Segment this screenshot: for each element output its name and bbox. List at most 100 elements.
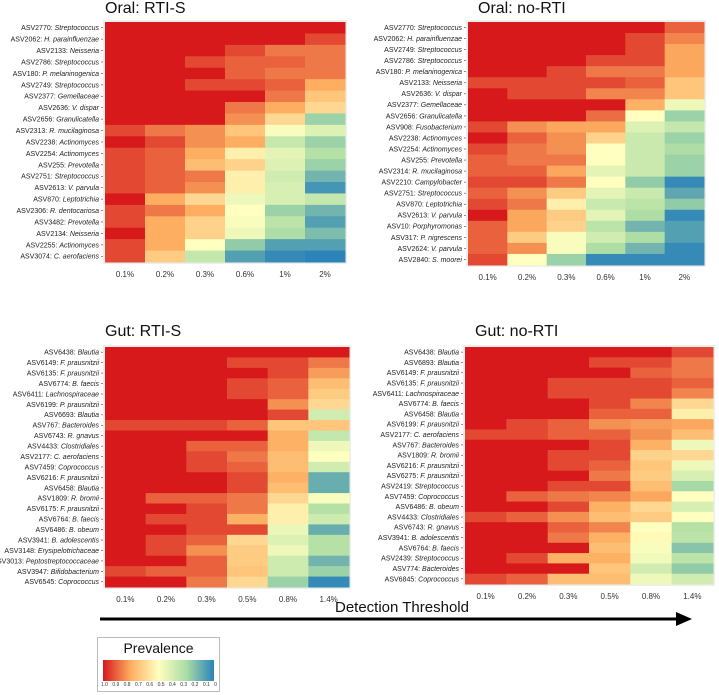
row-label-separator: : bbox=[55, 242, 59, 249]
heatmap-cell bbox=[227, 357, 269, 369]
row-label-taxon: Lachnospiraceae bbox=[46, 391, 99, 398]
row-label-separator: : bbox=[416, 463, 420, 470]
row-label-separator: : bbox=[417, 514, 421, 521]
row-label: ASV2062: H. parainfluenzae bbox=[11, 37, 99, 44]
heatmap-cell bbox=[185, 239, 226, 252]
row-label: ASV2238: Actinomyces bbox=[26, 139, 100, 146]
heatmap-cell bbox=[671, 408, 714, 420]
row-label: ASV2786: Streptococcus bbox=[21, 59, 99, 66]
heatmap-cell bbox=[308, 461, 350, 473]
row-label-separator: : bbox=[54, 464, 58, 471]
row-label: ASV3074: C. aerofaciens bbox=[20, 254, 99, 261]
row-label: ASV774: Bacteroides bbox=[392, 566, 459, 573]
row-label-id: ASV6545 bbox=[25, 579, 55, 586]
row-label-id: ASV2751 bbox=[384, 191, 414, 198]
row-label: ASV6893: Blautia bbox=[404, 360, 459, 367]
row-label-separator: : bbox=[51, 174, 55, 181]
heatmap-cell bbox=[506, 491, 549, 503]
heatmap-cell bbox=[589, 542, 631, 554]
row-label-id: ASV6275 bbox=[387, 473, 417, 480]
heatmap-cell bbox=[305, 56, 346, 69]
heatmap-cell bbox=[105, 347, 147, 358]
heatmap-cell bbox=[145, 159, 186, 172]
row-label: ASV6199: P. prausnitzii bbox=[26, 402, 99, 409]
row-label-id: ASV3941 bbox=[18, 537, 48, 544]
heatmap-cell bbox=[145, 67, 186, 80]
row-label-id: ASV2656 bbox=[23, 117, 53, 124]
heatmap-cell bbox=[546, 121, 587, 133]
row-label-taxon: B. faecis bbox=[72, 381, 99, 388]
heatmap-cell bbox=[671, 501, 714, 513]
row-label-id: ASV2254 bbox=[26, 151, 56, 158]
row-label-separator: : bbox=[427, 453, 431, 460]
heatmap-cell bbox=[589, 563, 631, 575]
heatmap-cell bbox=[225, 227, 266, 240]
heatmap-cell bbox=[465, 429, 507, 441]
heatmap-cell bbox=[630, 439, 673, 451]
row-label-id: ASV2238 bbox=[26, 139, 56, 146]
row-label-id: ASV2636 bbox=[38, 105, 68, 112]
heatmap-cell bbox=[265, 182, 306, 194]
heatmap-cell bbox=[265, 136, 306, 149]
heatmap-cell bbox=[664, 209, 705, 222]
row-label-taxon: Streptococcus bbox=[55, 174, 100, 181]
row-label-taxon: Neisseria bbox=[70, 48, 99, 55]
heatmap-cell bbox=[507, 22, 548, 34]
heatmap-cell bbox=[671, 542, 714, 554]
heatmap-cell bbox=[305, 182, 346, 194]
legend-colorbar bbox=[103, 660, 214, 681]
heatmap-cell bbox=[586, 187, 626, 200]
legend-tick: 0.1 bbox=[202, 682, 210, 688]
heatmap-cell bbox=[145, 102, 186, 114]
row-label: ASV255: Prevotella bbox=[401, 157, 462, 164]
row-label-separator: : bbox=[42, 391, 46, 398]
heatmap-cell bbox=[186, 534, 228, 546]
heatmap-cell bbox=[225, 102, 266, 114]
heatmap-cell bbox=[305, 170, 346, 183]
heatmap-cell bbox=[145, 440, 187, 452]
heatmap-cell bbox=[465, 419, 507, 430]
heatmap-cell bbox=[105, 67, 146, 80]
heatmap-cell bbox=[186, 461, 228, 473]
heatmap-cell bbox=[664, 77, 705, 89]
heatmap-cell bbox=[265, 44, 306, 57]
heatmap-cell bbox=[468, 99, 508, 111]
row-label-id: ASV6216 bbox=[27, 475, 57, 482]
heatmap-cell bbox=[145, 79, 186, 92]
heatmap-cell bbox=[185, 113, 226, 126]
heatmap-cell bbox=[468, 88, 508, 100]
row-label-id: ASV6743 bbox=[394, 525, 424, 532]
heatmap-cell bbox=[468, 66, 508, 78]
heatmap-cell bbox=[664, 253, 705, 266]
heatmap-cell bbox=[185, 102, 226, 114]
heatmap-cell bbox=[468, 198, 508, 211]
row-label: ASV2786: Streptococcus bbox=[384, 58, 462, 65]
heatmap-cell bbox=[185, 216, 226, 229]
heatmap-cell bbox=[468, 143, 508, 156]
row-label-separator: : bbox=[411, 484, 415, 491]
heatmap-cell bbox=[625, 198, 666, 211]
heatmap-cell bbox=[305, 90, 346, 103]
heatmap-cell bbox=[546, 22, 587, 34]
row-label-taxon: Bacteroides bbox=[422, 442, 459, 449]
heatmap-cell bbox=[664, 66, 705, 78]
heatmap-cell bbox=[671, 377, 714, 389]
heatmap-cell bbox=[547, 573, 590, 585]
row-label-separator: : bbox=[434, 411, 438, 418]
row-label-separator: : bbox=[40, 37, 44, 44]
heatmap-cell bbox=[664, 165, 705, 178]
row-label: ASV6411: Lachnospiraceae bbox=[13, 391, 99, 398]
heatmap-cell bbox=[145, 216, 186, 229]
row-label: ASV2613: V. parvula bbox=[35, 185, 100, 192]
row-label-id: ASV2770 bbox=[21, 25, 51, 32]
heatmap-cell bbox=[468, 209, 508, 222]
heatmap-cell bbox=[630, 419, 673, 430]
heatmap-cell bbox=[185, 147, 226, 160]
heatmap-cell bbox=[267, 451, 309, 463]
heatmap-cell bbox=[625, 209, 666, 222]
row-label-id: ASV6135 bbox=[387, 380, 417, 387]
row-label: ASV3947: Bifidobacterium bbox=[17, 569, 99, 576]
heatmap-cell bbox=[589, 491, 631, 503]
x-tick-label: 0.8% bbox=[279, 595, 297, 604]
